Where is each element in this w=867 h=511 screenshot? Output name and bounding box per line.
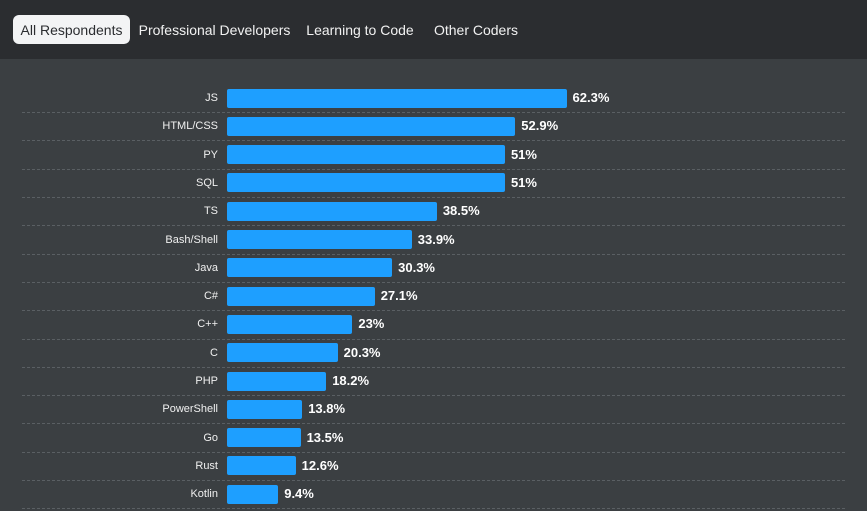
bar [227, 201, 437, 221]
category-label: Kotlin [190, 488, 218, 501]
bar [227, 399, 303, 419]
tab-learning-to-code[interactable]: Learning to Code [306, 21, 414, 38]
category-label: Bash/Shell [165, 233, 218, 246]
bar-value-label: 27.1% [380, 288, 418, 304]
bar-value-label: 51% [510, 174, 537, 190]
row-separator [22, 253, 845, 255]
row-separator [22, 112, 845, 114]
bar [227, 314, 353, 334]
row-separator [22, 366, 845, 368]
bar [227, 145, 505, 165]
category-label: SQL [195, 176, 218, 189]
bar [227, 173, 505, 193]
bar [227, 428, 301, 448]
bar [227, 286, 375, 306]
bar-value-label: 33.9% [417, 231, 455, 247]
category-label: Rust [195, 459, 218, 472]
tab-other-coders[interactable]: Other Coders [433, 21, 519, 38]
bar-value-label: 12.6% [301, 457, 339, 473]
row-separator [22, 281, 845, 283]
category-label: TS [203, 205, 218, 218]
row-separator [22, 225, 845, 227]
row-separator [22, 140, 845, 142]
category-label: Java [194, 261, 218, 274]
bar-value-label: 62.3% [572, 90, 610, 105]
row-separator [22, 423, 845, 425]
bar [227, 116, 516, 136]
category-label: PowerShell [162, 403, 218, 416]
category-label: PY [203, 148, 218, 161]
row-separator [22, 508, 845, 510]
bar [227, 456, 296, 476]
tab-professional-developers[interactable]: Professional Developers [138, 21, 291, 38]
row-separator [22, 197, 845, 199]
bar-value-label: 52.9% [521, 118, 559, 134]
row-separator [22, 480, 845, 482]
bar-value-label: 20.3% [343, 344, 381, 360]
tab-all-respondents[interactable]: All Respondents [13, 15, 130, 44]
row-separator [22, 168, 845, 170]
bar-value-label: 38.5% [442, 203, 480, 219]
bar [227, 371, 327, 391]
row-separator [22, 451, 845, 453]
bar [227, 258, 393, 278]
bar-value-label: 23% [358, 316, 385, 332]
bar-value-label: 13.5% [306, 429, 344, 445]
bar-value-label: 13.8% [308, 401, 346, 417]
bar-value-label: 9.4% [284, 486, 314, 502]
bar-chart: JS 62.3% HTML/CSS 52.9% PY 51% SQL 51% TS 38.5% Ba… [0, 59, 867, 511]
bar [227, 88, 567, 108]
row-separator [22, 338, 845, 340]
category-label: JS [205, 92, 218, 104]
bar [227, 230, 412, 249]
bar-value-label: 51% [510, 146, 537, 162]
category-label: PHP [195, 375, 218, 387]
category-label: C++ [197, 318, 218, 331]
row-separator [22, 395, 845, 397]
row-separator [22, 310, 845, 312]
bar [227, 484, 279, 504]
tab-bar: All Respondents Professional Developers … [0, 0, 867, 59]
bar [227, 343, 338, 363]
category-label: C# [203, 290, 218, 303]
category-label: HTML/CSS [162, 120, 218, 133]
bar-value-label: 30.3% [398, 259, 435, 275]
bar-value-label: 18.2% [332, 373, 370, 388]
category-label: C [210, 346, 218, 359]
category-label: Go [203, 431, 218, 444]
